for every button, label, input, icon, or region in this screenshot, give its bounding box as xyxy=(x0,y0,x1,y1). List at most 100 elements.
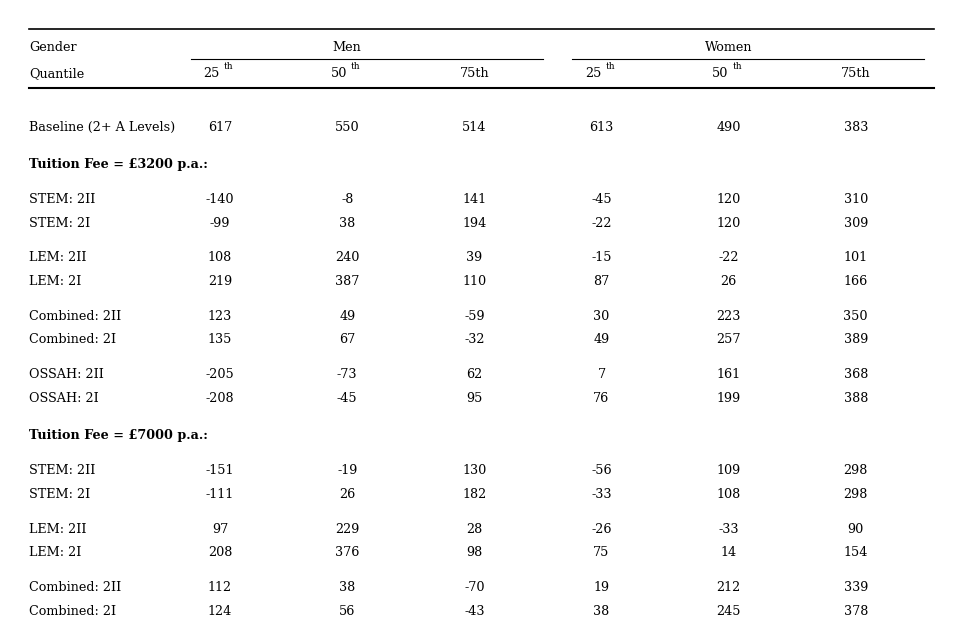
Text: STEM: 2I: STEM: 2I xyxy=(29,217,91,229)
Text: -33: -33 xyxy=(591,488,611,500)
Text: 298: 298 xyxy=(843,464,867,477)
Text: 350: 350 xyxy=(842,310,868,323)
Text: -45: -45 xyxy=(336,392,358,404)
Text: 108: 108 xyxy=(208,251,232,264)
Text: 166: 166 xyxy=(843,275,867,288)
Text: 161: 161 xyxy=(716,368,740,381)
Text: 613: 613 xyxy=(589,121,613,133)
Text: 223: 223 xyxy=(716,310,740,323)
Text: 39: 39 xyxy=(466,251,482,264)
Text: -151: -151 xyxy=(205,464,234,477)
Text: STEM: 2II: STEM: 2II xyxy=(29,193,96,206)
Text: LEM: 2I: LEM: 2I xyxy=(29,546,82,559)
Text: 87: 87 xyxy=(593,275,609,288)
Text: 62: 62 xyxy=(466,368,482,381)
Text: 130: 130 xyxy=(462,464,486,477)
Text: 617: 617 xyxy=(208,121,232,133)
Text: Gender: Gender xyxy=(29,41,77,54)
Text: OSSAH: 2II: OSSAH: 2II xyxy=(29,368,105,381)
Text: Tuition Fee = £3200 p.a.:: Tuition Fee = £3200 p.a.: xyxy=(29,158,208,171)
Text: 245: 245 xyxy=(715,605,741,617)
Text: Quantile: Quantile xyxy=(29,67,84,79)
Text: 208: 208 xyxy=(208,546,232,559)
Text: Combined: 2I: Combined: 2I xyxy=(29,605,116,617)
Text: 14: 14 xyxy=(720,546,736,559)
Text: -70: -70 xyxy=(464,581,484,594)
Text: -19: -19 xyxy=(337,464,357,477)
Text: th: th xyxy=(605,62,615,71)
Text: 38: 38 xyxy=(339,581,355,594)
Text: 67: 67 xyxy=(339,333,355,346)
Text: 7: 7 xyxy=(597,368,605,381)
Text: 135: 135 xyxy=(208,333,232,346)
Text: 490: 490 xyxy=(716,121,740,133)
Text: 212: 212 xyxy=(716,581,740,594)
Text: LEM: 2II: LEM: 2II xyxy=(29,251,87,264)
Text: 26: 26 xyxy=(720,275,736,288)
Text: -26: -26 xyxy=(591,523,611,535)
Text: 109: 109 xyxy=(716,464,740,477)
Text: 112: 112 xyxy=(208,581,232,594)
Text: 95: 95 xyxy=(466,392,482,404)
Text: 75th: 75th xyxy=(459,67,488,79)
Text: 194: 194 xyxy=(462,217,486,229)
Text: -33: -33 xyxy=(718,523,738,535)
Text: 310: 310 xyxy=(843,193,867,206)
Text: th: th xyxy=(224,62,234,71)
Text: STEM: 2II: STEM: 2II xyxy=(29,464,96,477)
Text: 38: 38 xyxy=(593,605,609,617)
Text: 182: 182 xyxy=(462,488,486,500)
Text: 49: 49 xyxy=(593,333,609,346)
Text: Baseline (2+ A Levels): Baseline (2+ A Levels) xyxy=(29,121,176,133)
Text: 339: 339 xyxy=(843,581,867,594)
Text: 50: 50 xyxy=(711,67,728,79)
Text: 387: 387 xyxy=(335,275,359,288)
Text: STEM: 2I: STEM: 2I xyxy=(29,488,91,500)
Text: 154: 154 xyxy=(843,546,867,559)
Text: 49: 49 xyxy=(339,310,355,323)
Text: 110: 110 xyxy=(462,275,486,288)
Text: -22: -22 xyxy=(718,251,738,264)
Text: Combined: 2II: Combined: 2II xyxy=(29,310,121,323)
Text: 98: 98 xyxy=(466,546,482,559)
Text: 229: 229 xyxy=(335,523,359,535)
Text: -208: -208 xyxy=(205,392,234,404)
Text: 101: 101 xyxy=(843,251,867,264)
Text: 75: 75 xyxy=(593,546,609,559)
Text: -56: -56 xyxy=(590,464,612,477)
Text: OSSAH: 2I: OSSAH: 2I xyxy=(29,392,99,404)
Text: 257: 257 xyxy=(715,333,741,346)
Text: 376: 376 xyxy=(335,546,359,559)
Text: 26: 26 xyxy=(339,488,355,500)
Text: 50: 50 xyxy=(330,67,347,79)
Text: -111: -111 xyxy=(206,488,234,500)
Text: th: th xyxy=(732,62,742,71)
Text: 219: 219 xyxy=(208,275,232,288)
Text: Women: Women xyxy=(704,41,751,54)
Text: 38: 38 xyxy=(339,217,355,229)
Text: -43: -43 xyxy=(464,605,484,617)
Text: -32: -32 xyxy=(464,333,484,346)
Text: 389: 389 xyxy=(843,333,867,346)
Text: -59: -59 xyxy=(463,310,485,323)
Text: 28: 28 xyxy=(466,523,482,535)
Text: 298: 298 xyxy=(843,488,867,500)
Text: -8: -8 xyxy=(341,193,353,206)
Text: 124: 124 xyxy=(208,605,232,617)
Text: -45: -45 xyxy=(590,193,612,206)
Text: th: th xyxy=(351,62,361,71)
Text: 378: 378 xyxy=(843,605,867,617)
Text: 30: 30 xyxy=(593,310,609,323)
Text: Tuition Fee = £7000 p.a.:: Tuition Fee = £7000 p.a.: xyxy=(29,429,208,442)
Text: 76: 76 xyxy=(593,392,609,404)
Text: 199: 199 xyxy=(716,392,740,404)
Text: LEM: 2II: LEM: 2II xyxy=(29,523,87,535)
Text: 309: 309 xyxy=(843,217,867,229)
Text: -15: -15 xyxy=(591,251,611,264)
Text: 550: 550 xyxy=(334,121,360,133)
Text: Combined: 2II: Combined: 2II xyxy=(29,581,121,594)
Text: 514: 514 xyxy=(462,121,486,133)
Text: 120: 120 xyxy=(716,217,740,229)
Text: -99: -99 xyxy=(210,217,230,229)
Text: Men: Men xyxy=(332,41,361,54)
